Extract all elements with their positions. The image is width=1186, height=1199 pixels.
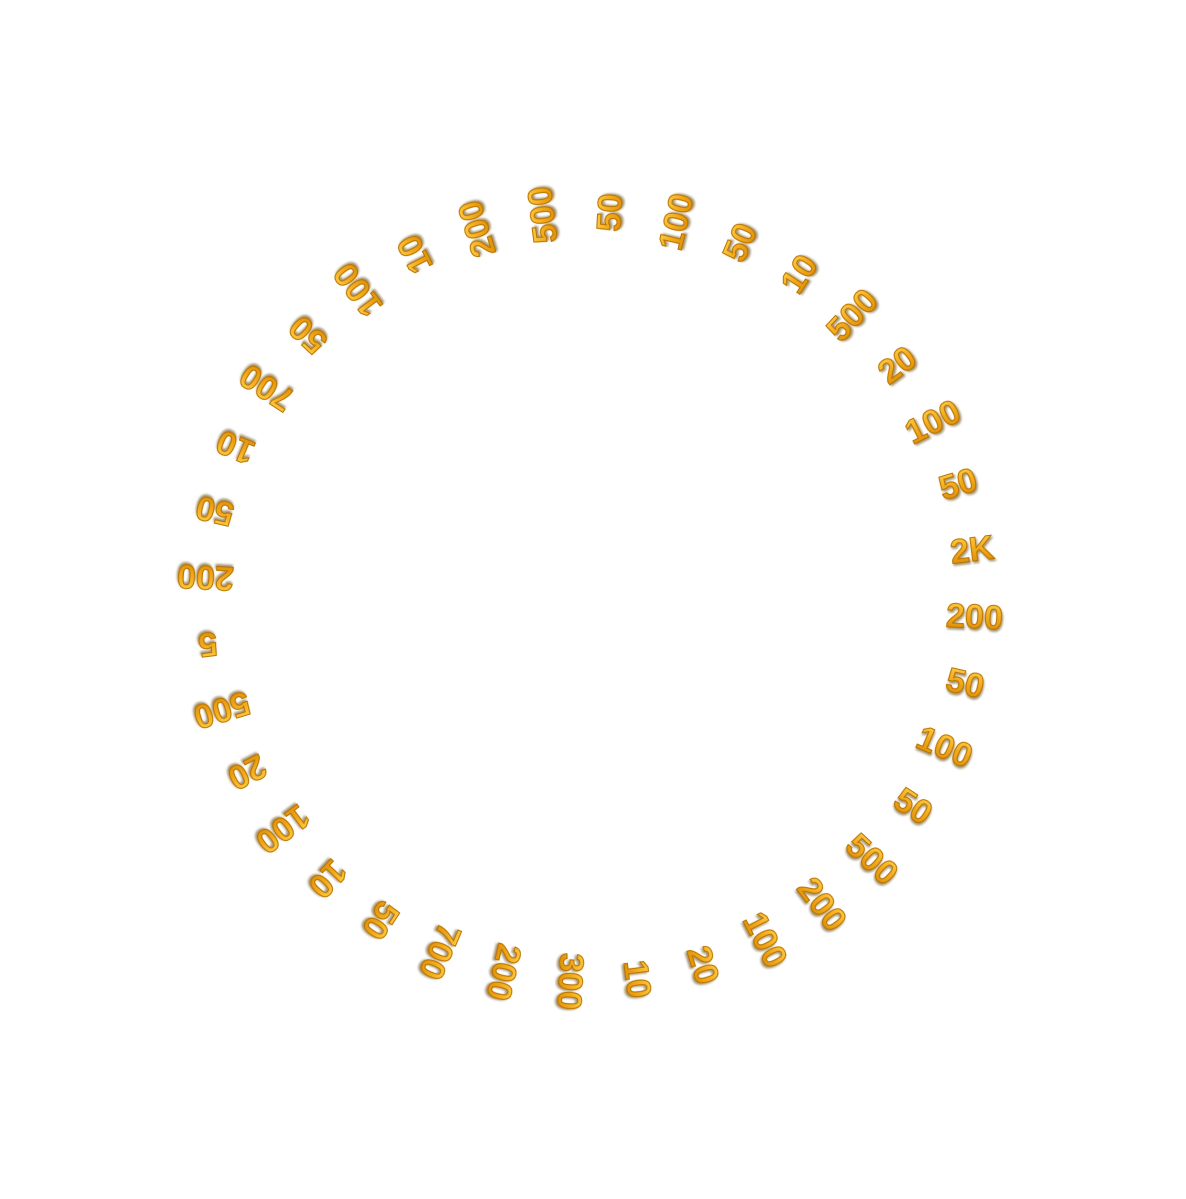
prize-label: 200: [478, 940, 529, 1005]
prize-label: 100: [899, 392, 968, 453]
prize-label: 200: [450, 196, 504, 262]
prize-label: 50: [886, 780, 940, 833]
prize-label: 100: [651, 189, 702, 254]
prize-label: 100: [910, 718, 978, 776]
prize-label: 500: [520, 184, 566, 246]
prize-label: 100: [326, 255, 391, 324]
prize-label: 2K: [948, 528, 997, 572]
prize-label: 20: [221, 746, 273, 798]
prize-label: 200: [176, 556, 236, 598]
prize-label: 100: [248, 796, 317, 861]
prize-label: 20: [870, 338, 925, 392]
prize-label: 500: [189, 683, 255, 737]
prize-label: 10: [389, 228, 441, 280]
prize-label: 50: [934, 460, 982, 509]
prize-label: 700: [411, 917, 469, 985]
prize-label: 50: [942, 660, 988, 707]
prize-label: 50: [715, 217, 766, 268]
prize-label: 5: [196, 623, 220, 664]
prize-label: 50: [354, 893, 407, 947]
prize-label: 10: [773, 247, 826, 301]
prize-label: 50: [192, 487, 238, 534]
prize-label: 700: [232, 355, 302, 419]
prize-label: 20: [678, 941, 727, 989]
prize-label: 100: [734, 906, 795, 975]
prize-label: 10: [210, 421, 261, 472]
prize-label: 50: [281, 307, 336, 362]
prize-label: 10: [300, 851, 355, 906]
prize-label: 200: [789, 870, 854, 939]
prize-label: 500: [837, 826, 906, 893]
prize-label: 500: [819, 281, 886, 350]
prize-label: 300: [549, 952, 591, 1012]
prize-label: 50: [590, 192, 631, 233]
prize-label: 200: [945, 596, 1005, 638]
prize-label: 10: [615, 958, 659, 1001]
